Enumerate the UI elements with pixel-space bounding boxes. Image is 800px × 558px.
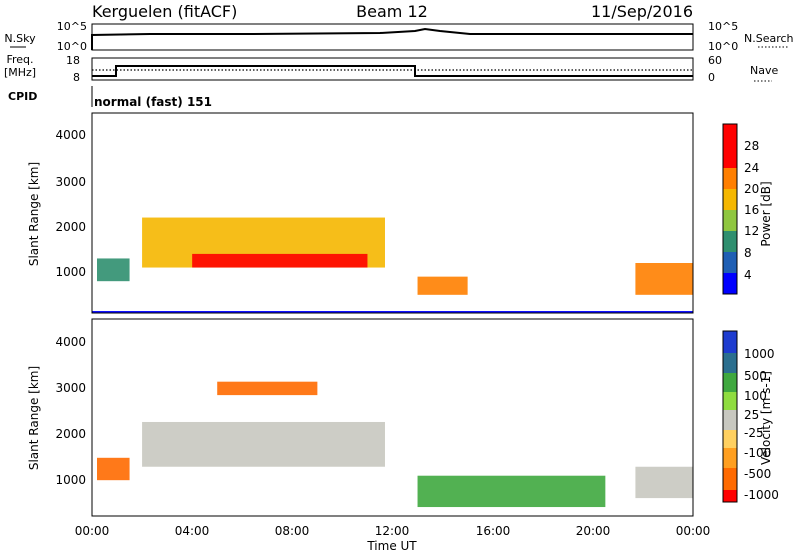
power-region-4 — [97, 258, 130, 282]
freq-tick-low: 8 — [73, 71, 80, 84]
n-sky-tick-high: 10^5 — [57, 20, 87, 33]
freq-label: Freq. — [6, 53, 33, 66]
velocity-cb-2 — [723, 373, 737, 392]
velocity-cb-tick-neg100: -100 — [744, 446, 771, 460]
x-axis-label: Time UT — [366, 539, 417, 553]
n-sky-trace — [91, 27, 693, 50]
power-cb-2 — [723, 231, 737, 252]
cpid-label: CPID — [8, 90, 37, 103]
n-search-tick-high: 10^5 — [708, 20, 738, 33]
velocity-region-0 — [142, 421, 385, 467]
power-cb-tick-12: 12 — [744, 224, 759, 238]
velocity-cb-0 — [723, 331, 737, 353]
velocity-cb-7 — [723, 468, 737, 490]
freq-trace — [92, 65, 693, 77]
xtick-0000: 00:00 — [75, 524, 110, 538]
power-marks — [97, 217, 693, 295]
date-title: 11/Sep/2016 — [591, 2, 693, 21]
power-cb-tick-28: 28 — [744, 139, 759, 153]
velocity-ytick-2000: 2000 — [55, 427, 86, 441]
power-cb-4 — [723, 189, 737, 210]
noise-panel: N.Sky 10^5 10^0 10^5 10^0 N.Search — [4, 20, 793, 53]
velocity-colorbar: 1000 500 100 25 -25 -100 -500 -1000 Velo… — [722, 330, 779, 503]
velocity-cb-3 — [723, 392, 737, 410]
velocity-region-4 — [217, 381, 318, 396]
power-panel: Slant Range [km] 4000 3000 2000 1000 — [27, 112, 694, 314]
xtick-1200: 12:00 — [375, 524, 410, 538]
station-title: Kerguelen (fitACF) — [92, 2, 237, 21]
velocity-ytick-4000: 4000 — [55, 335, 86, 349]
velocity-cb-tick-neg500: -500 — [744, 467, 771, 481]
xtick-0400: 04:00 — [175, 524, 210, 538]
x-axis: 00:00 04:00 08:00 12:00 16:00 20:00 00:0… — [75, 524, 711, 553]
power-ytick-2000: 2000 — [55, 220, 86, 234]
nave-tick-high: 60 — [708, 54, 722, 67]
power-ytick-3000: 3000 — [55, 175, 86, 189]
velocity-region-2 — [635, 466, 693, 499]
velocity-region-1 — [417, 475, 606, 508]
power-cb-tick-4: 4 — [744, 268, 752, 282]
velocity-cb-tick-100: 100 — [744, 389, 767, 403]
power-cb-tick-8: 8 — [744, 246, 752, 260]
xtick-2000: 20:00 — [576, 524, 611, 538]
velocity-cb-tick-25: 25 — [744, 408, 759, 422]
velocity-cb-5 — [723, 430, 737, 448]
power-ytick-1000: 1000 — [55, 265, 86, 279]
velocity-cb-tick-1000: 1000 — [744, 347, 775, 361]
power-region-2 — [417, 276, 468, 295]
velocity-cb-6 — [723, 448, 737, 468]
power-region-1 — [192, 253, 368, 268]
freq-tick-high: 18 — [66, 54, 80, 67]
power-cb-3 — [723, 210, 737, 231]
power-cb-tick-24: 24 — [744, 161, 759, 175]
n-sky-label: N.Sky — [4, 32, 36, 45]
power-cb-label: Power [dB] — [759, 181, 773, 246]
power-cb-0 — [723, 273, 737, 294]
velocity-ylabel: Slant Range [km] — [27, 366, 41, 470]
n-search-label: N.Search — [744, 32, 794, 45]
freq-panel: Freq. [MHz] 18 8 60 0 Nave — [4, 53, 779, 84]
velocity-cb-1 — [723, 353, 737, 373]
power-ylabel: Slant Range [km] — [27, 162, 41, 266]
power-cb-tick-20: 20 — [744, 182, 759, 196]
velocity-ytick-3000: 3000 — [55, 381, 86, 395]
velocity-cb-tick-500: 500 — [744, 369, 767, 383]
power-cb-tick-16: 16 — [744, 203, 759, 217]
power-cb-5 — [723, 168, 737, 189]
nave-tick-low: 0 — [708, 71, 715, 84]
n-search-tick-low: 10^0 — [708, 40, 738, 53]
power-ytick-4000: 4000 — [55, 128, 86, 142]
xtick-2400: 00:00 — [676, 524, 711, 538]
cpid-value: normal (fast) 151 — [94, 95, 212, 109]
velocity-region-3 — [97, 457, 130, 481]
power-cb-1 — [723, 252, 737, 273]
power-region-3 — [635, 263, 693, 295]
velocity-cb-tick-neg25: -25 — [744, 426, 764, 440]
velocity-panel: Slant Range [km] 4000 3000 2000 1000 — [27, 318, 694, 517]
velocity-marks — [97, 381, 693, 508]
velocity-cb-4 — [723, 410, 737, 430]
velocity-ytick-1000: 1000 — [55, 473, 86, 487]
power-colorbar: 28 24 20 16 12 8 4 Power [dB] — [722, 123, 773, 295]
nave-label: Nave — [750, 64, 778, 77]
beam-title: Beam 12 — [356, 2, 428, 21]
velocity-cb-8 — [723, 490, 737, 502]
mhz-label: [MHz] — [4, 66, 36, 79]
xtick-1600: 16:00 — [476, 524, 511, 538]
n-sky-tick-low: 10^0 — [57, 40, 87, 53]
xtick-0800: 08:00 — [275, 524, 310, 538]
velocity-cb-tick-neg1000: -1000 — [744, 488, 779, 502]
power-cb-6 — [723, 124, 737, 168]
velocity-cb-label: Velocity [m s-1] — [759, 371, 773, 465]
